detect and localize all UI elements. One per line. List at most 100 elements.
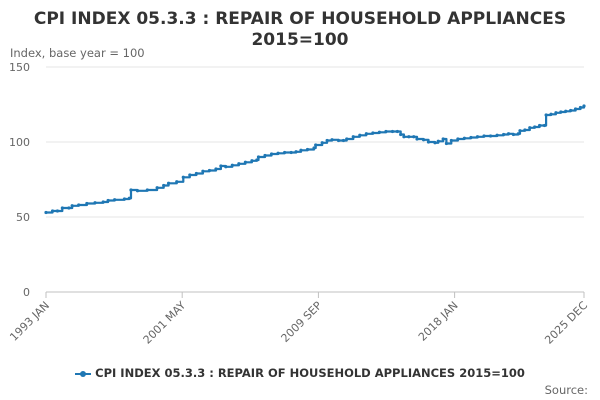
data-point	[371, 131, 375, 135]
data-point	[256, 155, 261, 159]
data-point	[395, 129, 399, 134]
data-point	[85, 201, 89, 206]
data-point	[402, 135, 406, 139]
data-point	[345, 137, 349, 141]
data-point	[276, 151, 280, 155]
data-point	[523, 128, 527, 132]
data-point	[207, 168, 212, 173]
data-point	[162, 183, 166, 188]
data-point	[495, 133, 499, 137]
data-point	[194, 171, 198, 176]
x-tick-label: 2018 JAN	[416, 299, 461, 344]
data-point	[421, 138, 426, 142]
data-point	[351, 135, 355, 139]
data-point	[341, 138, 346, 143]
data-point	[101, 200, 105, 204]
data-point	[441, 137, 445, 141]
series-line	[46, 106, 586, 214]
legend-marker-icon	[80, 370, 87, 377]
data-point	[364, 132, 368, 136]
data-point	[175, 180, 179, 184]
data-point	[482, 134, 486, 138]
data-point	[433, 141, 437, 145]
data-point	[312, 146, 316, 150]
data-point	[578, 105, 583, 110]
y-tick-label: 150	[9, 61, 30, 74]
data-point	[93, 201, 97, 205]
data-point	[462, 136, 467, 140]
x-tick-label: 2025 DEC	[542, 299, 590, 347]
grid-lines	[46, 66, 584, 293]
data-point	[243, 160, 247, 164]
data-point	[488, 134, 493, 138]
data-point	[166, 181, 171, 185]
data-point	[528, 126, 532, 130]
data-point	[426, 140, 431, 144]
data-point	[219, 164, 223, 168]
data-point	[384, 129, 388, 134]
data-point	[127, 196, 131, 200]
data-point	[554, 111, 558, 115]
data-point	[314, 143, 318, 147]
data-point	[77, 203, 81, 207]
data-point	[518, 129, 522, 133]
data-point	[135, 189, 140, 193]
data-point	[224, 165, 228, 169]
data-point	[230, 163, 234, 167]
data-point	[237, 162, 241, 166]
chart-title-line-1: CPI INDEX 05.3.3 : REPAIR OF HOUSEHOLD A…	[33, 9, 567, 29]
data-point	[407, 135, 411, 139]
legend-swatch	[75, 369, 92, 379]
chart-title: CPI INDEX 05.3.3 : REPAIR OF HOUSEHOLD A…	[0, 9, 600, 51]
data-point	[113, 198, 117, 202]
data-point	[564, 109, 568, 113]
data-point	[533, 125, 537, 129]
data-point	[50, 209, 55, 213]
data-point	[549, 112, 553, 116]
data-point	[60, 206, 64, 210]
data-point	[283, 150, 287, 155]
data-point	[399, 132, 403, 137]
data-point	[573, 107, 578, 111]
data-point	[299, 148, 303, 152]
x-tick-label: 2009 SEP	[279, 299, 325, 345]
data-point	[449, 138, 453, 143]
data-point	[537, 123, 542, 128]
data-point	[188, 173, 192, 177]
data-point	[269, 152, 274, 156]
y-tick-label: 50	[16, 211, 30, 224]
data-point	[330, 138, 334, 142]
data-point	[559, 110, 563, 114]
legend[interactable]: CPI INDEX 05.3.3 : REPAIR OF HOUSEHOLD A…	[0, 366, 600, 380]
data-point	[305, 147, 310, 152]
data-point	[67, 206, 71, 210]
data-point	[289, 150, 293, 155]
data-point	[456, 137, 460, 141]
y-axis: 0 50 100 150	[9, 61, 30, 299]
x-axis: 1993 JAN 2001 MAY 2009 SEP 2018 JAN 2025 DEC	[7, 291, 590, 347]
data-point	[511, 132, 516, 137]
data-point	[502, 132, 506, 137]
legend-item-label: CPI INDEX 05.3.3 : REPAIR OF HOUSEHOLD A…	[95, 366, 525, 380]
data-point	[390, 129, 395, 134]
data-point	[145, 188, 149, 192]
y-axis-label: Index, base year = 100	[10, 46, 145, 60]
data-point	[263, 153, 267, 158]
data-point	[415, 137, 419, 141]
data-point	[516, 132, 520, 136]
data-point	[201, 169, 205, 173]
data-point	[569, 108, 573, 113]
data-point	[542, 123, 547, 128]
data-point	[155, 186, 159, 190]
data-point	[436, 139, 440, 143]
data-point	[55, 209, 60, 213]
data-point	[336, 138, 341, 143]
y-tick-label: 0	[23, 286, 30, 299]
data-point	[106, 198, 110, 203]
source-label: Source:	[544, 383, 588, 397]
data-point	[294, 150, 298, 154]
data-point	[325, 138, 329, 143]
data-point	[358, 133, 362, 137]
data-point	[129, 188, 133, 192]
